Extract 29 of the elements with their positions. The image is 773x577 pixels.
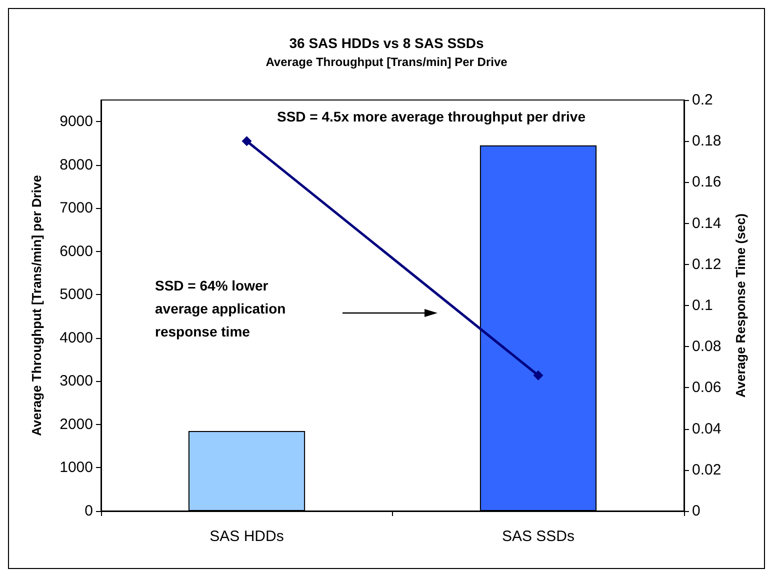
chart-title: 36 SAS HDDs vs 8 SAS SSDs bbox=[289, 35, 484, 51]
y2-tick-label: 0.14 bbox=[692, 214, 722, 232]
y2-tick-label: 0.12 bbox=[692, 256, 722, 273]
y-tick-label: 5000 bbox=[60, 286, 93, 304]
y-tick-label: 2000 bbox=[60, 416, 93, 433]
chart-subtitle: Average Throughput [Trans/min] Per Drive bbox=[266, 55, 508, 69]
y-axis-title: Average Throughput [Trans/min] per Drive bbox=[29, 174, 44, 436]
y2-tick-label: 0.16 bbox=[692, 174, 722, 191]
y-tick-label: 7000 bbox=[60, 200, 93, 217]
y2-tick-label: 0.04 bbox=[692, 420, 722, 438]
y-tick-label: 1000 bbox=[60, 459, 93, 476]
y2-tick-label: 0.18 bbox=[692, 132, 722, 150]
y-tick-label: 3000 bbox=[60, 372, 93, 390]
y-tick-label: 0 bbox=[84, 502, 93, 520]
y2-tick-label: 0.08 bbox=[692, 338, 722, 356]
y2-tick-label: 0 bbox=[692, 502, 700, 520]
y2-tick-label: 0.1 bbox=[692, 297, 713, 314]
x-tick-label: SAS HDDs bbox=[210, 528, 284, 545]
x-tick-label: SAS SSDs bbox=[502, 528, 575, 545]
annotation: SSD = 64% lower average application response time bbox=[155, 278, 286, 340]
y-tick-label: 6000 bbox=[60, 242, 93, 260]
y-tick-label: 9000 bbox=[60, 113, 93, 130]
y2-tick-label: 0.02 bbox=[692, 461, 722, 478]
annotation: SSD = 4.5x more average throughput per drive bbox=[277, 108, 586, 124]
y-tick-label: 4000 bbox=[60, 329, 93, 346]
y2-tick-label: 0.2 bbox=[692, 92, 713, 108]
y2-axis-title: Average Response Time (sec) bbox=[733, 213, 748, 398]
y2-tick-label: 0.06 bbox=[692, 379, 722, 396]
y-tick-label: 8000 bbox=[60, 156, 93, 174]
